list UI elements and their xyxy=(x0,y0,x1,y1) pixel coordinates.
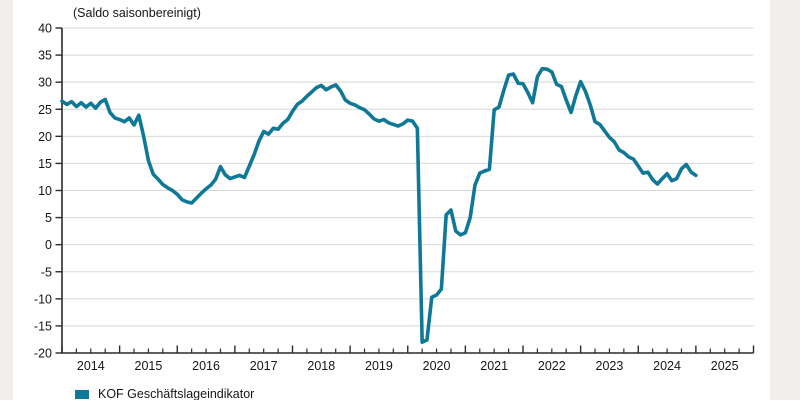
x-tick-label: 2019 xyxy=(365,359,393,373)
y-tick-label: -15 xyxy=(34,319,52,333)
x-tick-label: 2015 xyxy=(135,359,163,373)
legend-label: KOF Geschäftslageindikator xyxy=(98,387,255,400)
y-tick-label: 20 xyxy=(38,130,52,144)
x-tick-label: 2018 xyxy=(307,359,335,373)
data-line xyxy=(60,66,698,344)
x-tick-label: 2023 xyxy=(596,359,624,373)
legend: KOF Geschäftslageindikator xyxy=(75,387,254,400)
y-tick-label: 10 xyxy=(38,184,52,198)
chart-card: (Saldo saisonbereinigt) 40 35 30 25 20 15 10 5 0… xyxy=(13,0,770,400)
chart-subtitle: (Saldo saisonbereinigt) xyxy=(73,6,201,20)
y-tick-label: -5 xyxy=(41,265,52,279)
x-tick-label: 2017 xyxy=(250,359,278,373)
y-tick-label: 30 xyxy=(38,76,52,90)
y-tick-label: 25 xyxy=(38,103,52,117)
x-tick-label: 2016 xyxy=(192,359,220,373)
y-tick-label: 35 xyxy=(38,49,52,63)
y-tick-label: -20 xyxy=(34,347,52,361)
legend-swatch xyxy=(75,389,89,399)
x-tick-label: 2025 xyxy=(711,359,739,373)
y-tick-label: 40 xyxy=(38,22,52,36)
y-tick-label: 0 xyxy=(45,238,52,252)
x-tick-label: 2022 xyxy=(538,359,566,373)
x-tick-label: 2024 xyxy=(653,359,681,373)
y-tick-label: -10 xyxy=(34,292,52,306)
y-tick-label: 5 xyxy=(45,211,52,225)
y-tick-label: 15 xyxy=(38,157,52,171)
x-tick-label: 2020 xyxy=(423,359,451,373)
x-tick-label: 2014 xyxy=(77,359,105,373)
x-tick-label: 2021 xyxy=(480,359,508,373)
